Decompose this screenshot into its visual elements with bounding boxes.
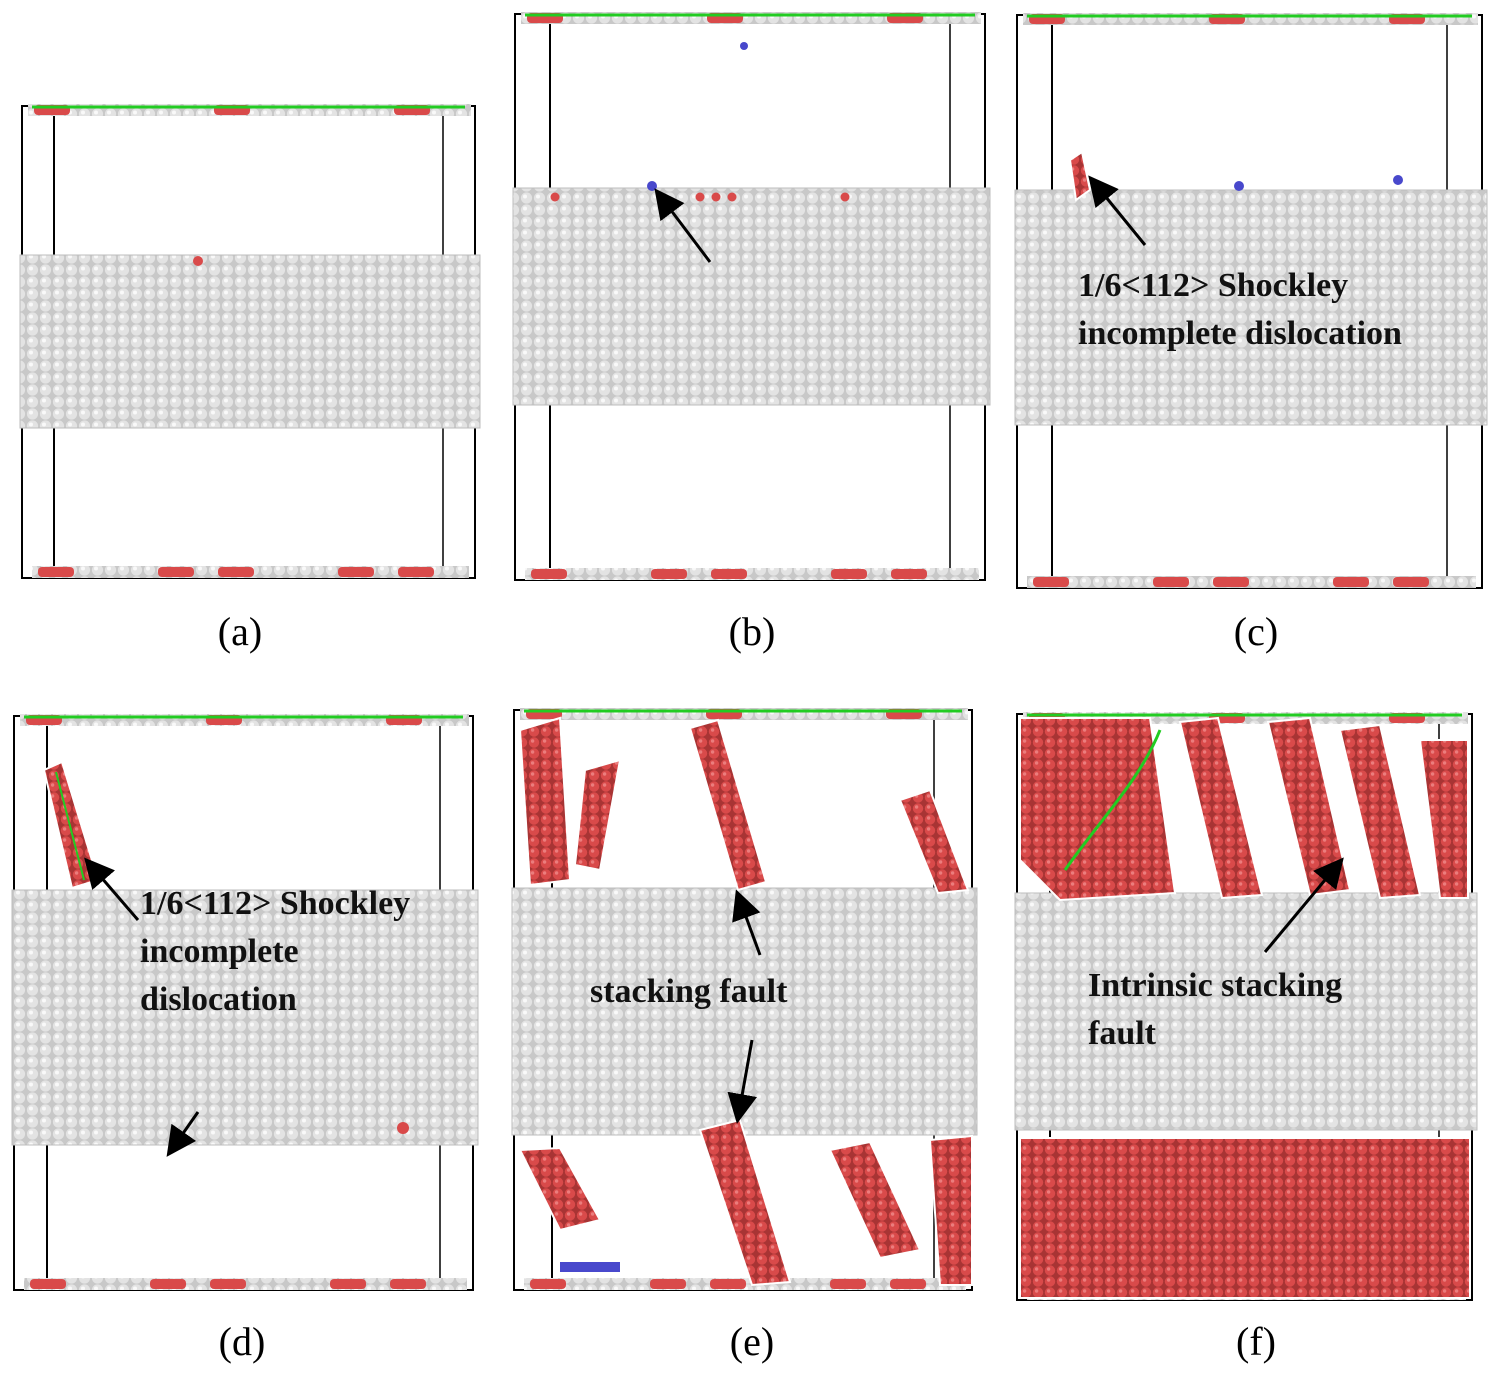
- panel-f-arrow: [1263, 857, 1344, 953]
- panel-e-bottom-surface-hcp-patch: [830, 1279, 866, 1289]
- panel-d-bottom-surface-hcp-patch: [30, 1279, 66, 1289]
- panel-e-bottom-surface-hcp-patch: [890, 1279, 926, 1289]
- panel-c-snapshot: [1014, 13, 1488, 589]
- panel-a-substrate-slab: [19, 254, 481, 429]
- panel-b-surface-hcp-atom: [550, 192, 560, 202]
- panel-e-arrow-upper: [732, 889, 762, 956]
- panel-c-blue-atom-2: [1393, 175, 1403, 185]
- panel-d-substrate-slab: [11, 889, 479, 1146]
- panel-a-caption: (a): [217, 609, 263, 654]
- panel-e-bottom-surface-hcp-patch: [710, 1279, 746, 1289]
- panel-b-surface-hcp-atom: [840, 192, 850, 202]
- panel-f-fault-region-2: [1178, 716, 1264, 900]
- panel-d-snapshot: [11, 714, 479, 1291]
- panel-a-bottom-surface-hcp-patch: [338, 567, 374, 577]
- panel-c-blue-atom: [1234, 181, 1244, 191]
- panel-a-bottom-surface-hcp-patch: [398, 567, 434, 577]
- panel-b-bottom-surface-hcp-patch: [531, 569, 567, 579]
- panel-c-substrate-slab: [1014, 189, 1488, 426]
- panel-b-bottom-surface-hcp-patch: [831, 569, 867, 579]
- panel-b-surface-hcp-atom: [727, 192, 737, 202]
- panel-b-caption: (b): [728, 609, 776, 654]
- panel-b-surface-hcp-atom: [711, 192, 721, 202]
- panel-d-arrow-upper: [84, 857, 140, 921]
- panel-f-fault-region-1: [1019, 717, 1177, 902]
- panel-e-fault-2: [573, 758, 622, 872]
- panel-d-defect-atom: [397, 1122, 409, 1134]
- panel-f-annotation-line-1: Intrinsic stacking: [1088, 967, 1343, 1004]
- panel-d-bottom-surface-hcp-patch: [210, 1279, 246, 1289]
- panel-d-annotation-line-2: incomplete: [140, 933, 299, 970]
- panel-a-bottom-surface-hcp-patch: [158, 567, 194, 577]
- panel-c-bottom-surface-hcp-patch: [1333, 577, 1369, 587]
- panel-c-caption: (c): [1233, 609, 1279, 654]
- panel-f-snapshot: [1014, 712, 1478, 1301]
- panel-c-bottom-surface-hcp-patch: [1213, 577, 1249, 587]
- panel-d-arrow-lower: [166, 1111, 200, 1157]
- panel-f-fault-region-5: [1418, 739, 1469, 899]
- panel-e-fault-7: [518, 1146, 602, 1232]
- panel-d-annotation-line-1: 1/6<112> Shockley: [140, 885, 411, 922]
- panel-c-arrow: [1088, 175, 1147, 246]
- panel-f-substrate-slab: [1014, 892, 1478, 1131]
- panel-b-nucleation-atom: [647, 181, 657, 191]
- panel-a-bottom-surface-hcp-patch: [38, 567, 74, 577]
- panel-d-caption: (d): [218, 1319, 266, 1364]
- panel-e-caption: (e): [729, 1319, 775, 1364]
- panel-c-bottom-surface-hcp-patch: [1393, 577, 1429, 587]
- panel-f-fault-region-4: [1338, 723, 1422, 900]
- panel-f-annotation-line-2: fault: [1088, 1015, 1156, 1052]
- panel-c-annotation-line-2: incomplete dislocation: [1078, 315, 1402, 352]
- panel-d-shockley-partial: [42, 760, 100, 890]
- panel-e-bcc-cluster: [560, 1262, 620, 1272]
- panel-e-snapshot: [511, 708, 978, 1291]
- panel-f-fault-region-3: [1266, 716, 1352, 897]
- panel-d-bottom-surface-hcp-patch: [330, 1279, 366, 1289]
- panel-b-substrate-slab: [512, 187, 991, 406]
- panel-e-fault-6: [828, 1140, 922, 1260]
- panel-b-bottom-surface-hcp-patch: [891, 569, 927, 579]
- panel-a-defect-atom: [193, 256, 203, 266]
- panel-e-fault-1: [518, 716, 572, 887]
- panel-e-fault-3: [688, 718, 768, 892]
- panel-b-arrow: [654, 188, 712, 263]
- panel-e-fault-8: [928, 1134, 973, 1286]
- panel-d-annotation-line-3: dislocation: [140, 981, 297, 1018]
- panel-c-bottom-surface-hcp-patch: [1153, 577, 1189, 587]
- panel-c-bottom-surface-hcp-patch: [1033, 577, 1069, 587]
- panel-f-lower-fault-region: [1019, 1137, 1471, 1299]
- panel-d-partial-line: [55, 771, 85, 881]
- panel-e-arrow-lower: [727, 1039, 758, 1124]
- panel-f-dislocation-line: [1063, 729, 1162, 871]
- panel-e-bottom-surface-hcp-patch: [530, 1279, 566, 1289]
- panel-e-fault-5: [698, 1118, 792, 1287]
- panel-e-bottom-surface-hcp-patch: [650, 1279, 686, 1289]
- panel-c-annotation-line-1: 1/6<112> Shockley: [1078, 267, 1349, 304]
- panel-a-bottom-surface-hcp-patch: [218, 567, 254, 577]
- panel-b-adatom: [740, 42, 748, 50]
- panel-b-snapshot: [512, 12, 991, 581]
- panel-e-fault-4: [898, 788, 970, 895]
- panel-f-caption: (f): [1236, 1319, 1276, 1364]
- panel-b-bottom-surface-hcp-patch: [711, 569, 747, 579]
- panel-d-bottom-surface-hcp-patch: [390, 1279, 426, 1289]
- panel-b-bottom-surface-hcp-patch: [651, 569, 687, 579]
- panel-d-bottom-surface-hcp-patch: [150, 1279, 186, 1289]
- panel-a-snapshot: [19, 104, 481, 579]
- panel-b-surface-hcp-atom: [695, 192, 705, 202]
- panel-e-annotation: stacking fault: [590, 973, 788, 1010]
